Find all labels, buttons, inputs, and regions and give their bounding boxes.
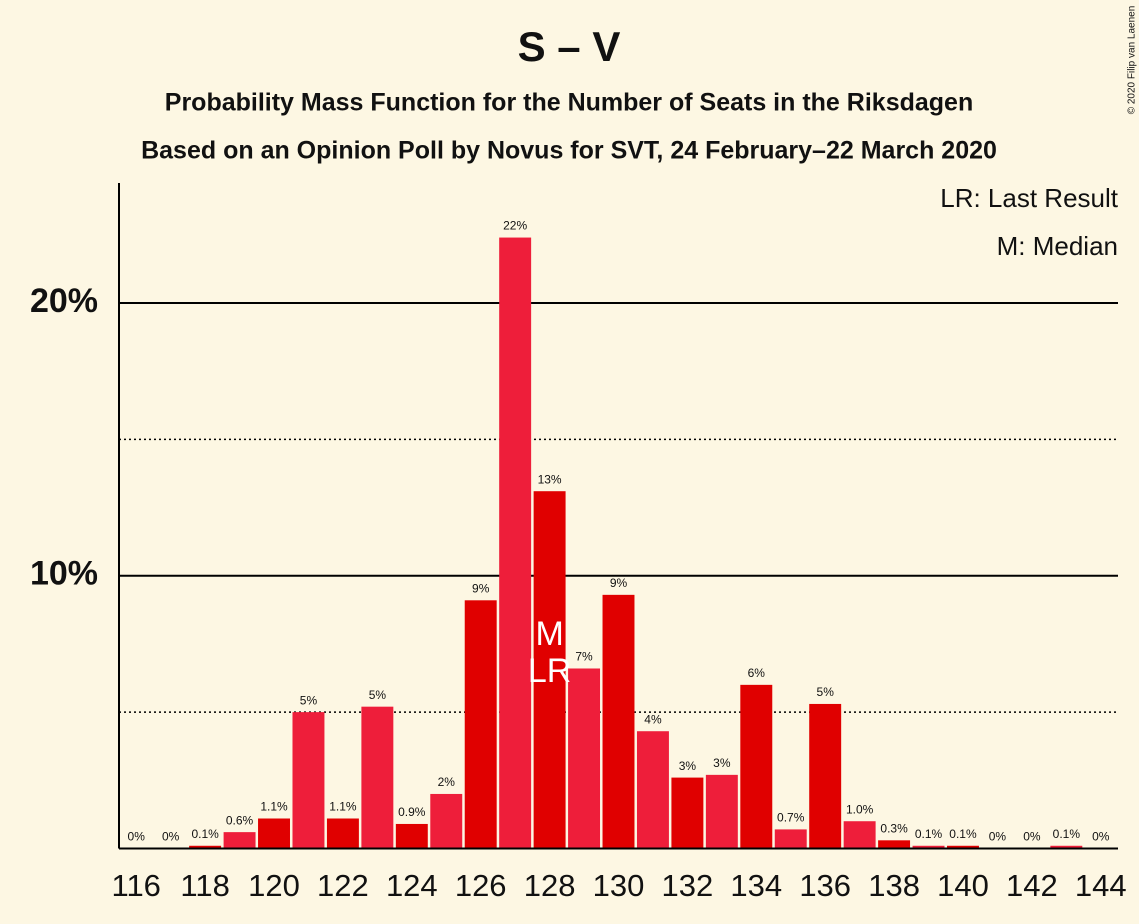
x-tick-label: 128 [524, 868, 576, 903]
bar [602, 594, 635, 849]
bar [671, 777, 704, 849]
y-tick-label: 10% [30, 555, 98, 593]
chart-subtitle: Based on an Opinion Poll by Novus for SV… [141, 137, 997, 165]
bar [326, 818, 359, 849]
bar [1050, 845, 1083, 849]
x-tick-label: 126 [455, 868, 507, 903]
data-label: 9% [472, 581, 490, 595]
bar [292, 712, 325, 849]
bar [533, 491, 566, 849]
legend-entry: M: Median [997, 231, 1118, 261]
data-label: 0.9% [398, 805, 426, 819]
data-label: 5% [369, 688, 387, 702]
data-label: 0% [128, 830, 146, 844]
bar [395, 823, 428, 849]
last-result-marker: LR [528, 652, 571, 690]
chart-subtitle: Probability Mass Function for the Number… [165, 89, 973, 117]
median-marker: M [535, 615, 563, 653]
x-tick-label: 142 [1006, 868, 1058, 903]
y-tick-label: 20% [30, 282, 98, 320]
chart-title: S – V [518, 23, 621, 70]
data-label: 0% [989, 830, 1007, 844]
data-label: 1.1% [329, 800, 357, 814]
bar [912, 845, 945, 849]
x-tick-label: 124 [386, 868, 438, 903]
x-tick-label: 132 [662, 868, 714, 903]
bar [740, 684, 773, 849]
bar [705, 774, 738, 849]
bar [947, 845, 979, 849]
data-label: 0.7% [777, 811, 805, 825]
data-label: 1.0% [846, 802, 874, 816]
x-tick-label: 130 [593, 868, 645, 903]
data-label: 13% [538, 472, 562, 486]
bar [499, 237, 532, 849]
bar [878, 840, 911, 849]
data-label: 3% [679, 759, 697, 773]
x-tick-label: 140 [937, 868, 989, 903]
data-label: 0.1% [191, 827, 219, 841]
data-label: 2% [438, 775, 456, 789]
data-label: 5% [817, 685, 835, 699]
x-tick-label: 120 [248, 868, 300, 903]
legend-entry: LR: Last Result [940, 183, 1119, 213]
x-tick-label: 118 [180, 868, 229, 903]
data-label: 0.1% [949, 827, 977, 841]
data-label: 0% [1092, 830, 1110, 844]
data-label: 22% [503, 219, 527, 233]
x-tick-label: 122 [317, 868, 369, 903]
x-tick-label: 138 [868, 868, 920, 903]
x-tick-label: 144 [1075, 868, 1127, 903]
bar [774, 829, 807, 849]
data-label: 0% [1023, 830, 1041, 844]
bar [258, 818, 290, 849]
bar [568, 668, 601, 849]
data-label: 4% [644, 712, 662, 726]
data-label: 3% [713, 756, 731, 770]
data-label: 5% [300, 693, 318, 707]
bar [430, 793, 463, 849]
x-tick-label: 134 [730, 868, 782, 903]
data-label: 1.1% [260, 800, 288, 814]
data-label: 9% [610, 576, 628, 590]
x-tick-label: 116 [112, 868, 161, 903]
data-label: 6% [748, 666, 766, 680]
bar [361, 706, 394, 849]
bar [464, 600, 497, 849]
data-label: 0.1% [915, 827, 943, 841]
copyright: © 2020 Filip van Laenen [1127, 6, 1138, 115]
bar [189, 845, 222, 849]
data-label: 0% [162, 830, 180, 844]
bar [809, 703, 842, 849]
data-label: 0.3% [880, 821, 908, 835]
data-label: 0.6% [226, 813, 254, 827]
bar [636, 731, 669, 849]
bar [843, 821, 876, 849]
x-tick-label: 136 [799, 868, 851, 903]
data-label: 0.1% [1053, 827, 1081, 841]
data-label: 7% [575, 650, 593, 664]
bar [223, 832, 256, 849]
